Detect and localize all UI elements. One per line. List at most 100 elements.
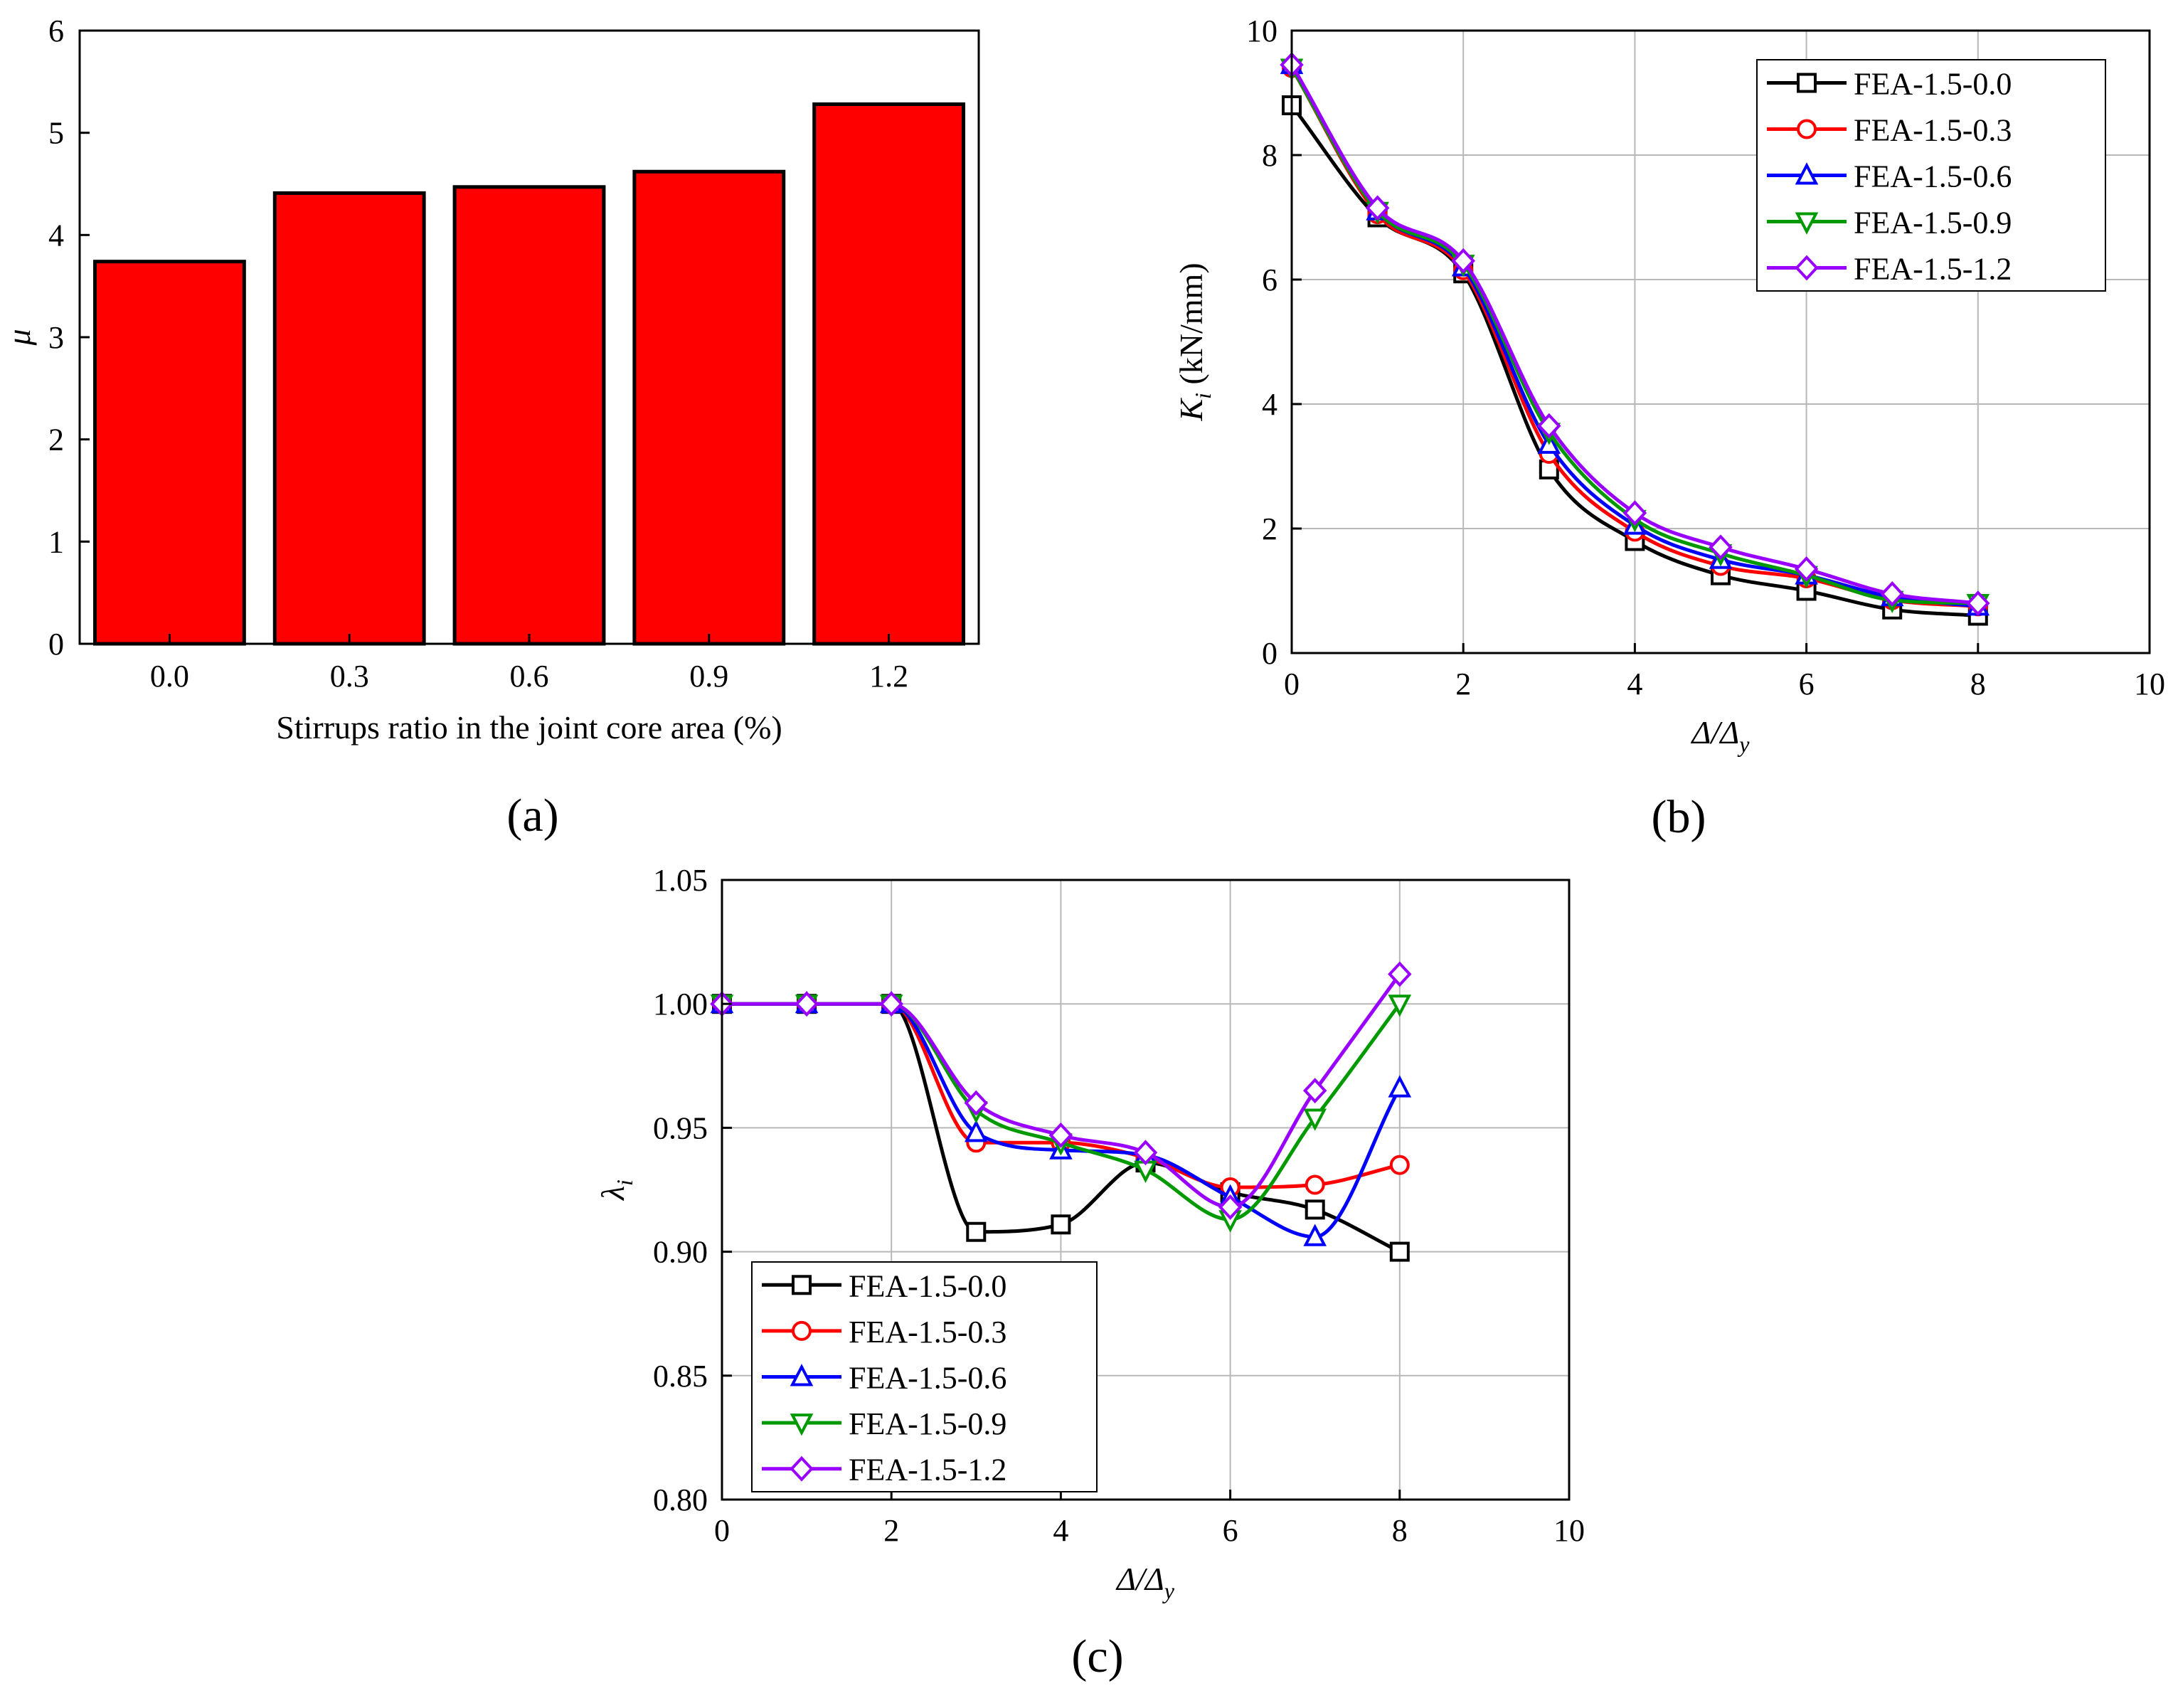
x-tick-label: 4 <box>1627 667 1642 701</box>
data-point <box>1365 195 1390 221</box>
y-tick-label: 4 <box>1262 387 1277 422</box>
x-tick-label: 0.9 <box>689 659 728 694</box>
legend-label: FEA-1.5-0.3 <box>849 1315 1006 1349</box>
legend-marker <box>1795 255 1819 281</box>
data-point <box>1622 500 1647 526</box>
legend-label: FEA-1.5-0.6 <box>1854 159 2012 194</box>
y-label-part: λ <box>595 1186 631 1202</box>
data-point <box>966 1221 987 1242</box>
legend-marker <box>792 1320 812 1341</box>
panel-label-c: (c) <box>1071 1630 1123 1682</box>
x-tick-label: 1.2 <box>869 659 908 694</box>
y-tick-label: 3 <box>48 320 64 355</box>
bar-0.0 <box>92 260 246 646</box>
y-tick-label: 1.00 <box>653 987 708 1022</box>
y-tick-label: 0.85 <box>653 1359 708 1394</box>
data-point <box>1305 1199 1325 1220</box>
plot-frame <box>721 879 1571 1501</box>
y-axis-label: Ki (kN/mm) <box>1173 262 1216 421</box>
x-label-part: /Δ <box>1709 714 1740 750</box>
legend-marker <box>1797 119 1817 139</box>
legend-marker <box>790 1413 814 1436</box>
legend-marker <box>792 1275 812 1295</box>
y-tick-label: 4 <box>48 218 64 253</box>
x-tick-label: 0 <box>714 1513 730 1548</box>
x-axis-label: Δ/Δy <box>1115 1561 1175 1603</box>
data-point <box>1709 534 1733 561</box>
data-point <box>1303 1224 1327 1246</box>
series-line <box>1290 63 1979 605</box>
y-tick-label: 0.80 <box>653 1482 708 1517</box>
legend-marker <box>1795 212 1819 235</box>
x-label-part: Δ <box>1691 714 1711 750</box>
x-tick-label: 0 <box>1284 667 1300 701</box>
data-point <box>1048 1122 1073 1148</box>
y-tick-label: 1 <box>48 524 64 559</box>
legend-marker <box>790 1364 814 1386</box>
data-point <box>1303 1108 1327 1131</box>
y-label-subscript: i <box>1190 393 1216 399</box>
plot-frame <box>1290 29 2151 654</box>
data-point <box>1537 413 1561 439</box>
legend: FEA-1.5-0.0 FEA-1.5-0.3 FEA-1.5-0.6 FEA-1.5… <box>1756 59 2106 292</box>
x-tick-label: 8 <box>1392 1513 1408 1548</box>
legend: FEA-1.5-0.0 FEA-1.5-0.3 FEA-1.5-0.6 FEA-1.5… <box>751 1261 1098 1492</box>
y-label-unit: (kN/mm) <box>1173 262 1209 393</box>
data-point <box>1305 1174 1325 1195</box>
legend-marker <box>790 1455 814 1482</box>
y-tick-label: 8 <box>1262 138 1277 173</box>
y-label-subscript: i <box>612 1179 637 1186</box>
legend-label: FEA-1.5-1.2 <box>1854 252 2012 287</box>
y-axis-label: λi <box>595 1179 637 1202</box>
data-point <box>795 991 819 1017</box>
x-tick-label: 2 <box>883 1513 899 1548</box>
legend-label: FEA-1.5-0.9 <box>849 1406 1006 1441</box>
legend-marker <box>1795 162 1819 185</box>
x-label-subscript: y <box>1162 1578 1175 1603</box>
y-tick-label: 1.05 <box>653 863 708 898</box>
data-point <box>1388 1075 1412 1098</box>
x-tick-label: 2 <box>1455 667 1471 701</box>
x-tick-label: 10 <box>2134 667 2165 701</box>
line-chart-c: 0 2 4 6 8 10 0.80 0.85 0.90 0.95 1.00 1.05 Δ/Δy λi FEA… <box>595 863 1585 1682</box>
x-axis-label: Δ/Δy <box>1691 714 1751 757</box>
y-tick-label: 0 <box>48 627 64 662</box>
y-tick-label: 2 <box>1262 511 1277 546</box>
x-tick-label: 6 <box>1799 667 1815 701</box>
data-point <box>1388 961 1412 987</box>
y-tick-label: 0.90 <box>653 1235 708 1270</box>
legend-label: FEA-1.5-0.0 <box>1854 67 2012 102</box>
data-point <box>1302 1078 1327 1104</box>
y-tick-label: 0 <box>1262 636 1277 671</box>
x-label-part: /Δ <box>1134 1561 1164 1597</box>
data-point <box>1388 994 1412 1017</box>
data-point <box>964 1090 989 1116</box>
x-tick-label: 0.3 <box>330 659 369 694</box>
legend-marker <box>1797 73 1817 93</box>
data-point <box>1051 1214 1071 1235</box>
series-line <box>1290 67 1978 605</box>
data-point <box>1218 1194 1243 1220</box>
data-point <box>1966 590 1990 616</box>
series-FEA-1.5-1.2 <box>1280 52 1990 616</box>
y-tick-label: 10 <box>1246 14 1277 48</box>
x-label-part: Δ <box>1115 1561 1136 1597</box>
data-point <box>879 991 903 1017</box>
y-tick-label: 2 <box>48 423 64 457</box>
legend-label: FEA-1.5-0.0 <box>849 1268 1006 1303</box>
data-point <box>1133 1140 1158 1166</box>
legend-label: FEA-1.5-0.3 <box>1854 113 2012 148</box>
data-point <box>1389 1155 1410 1175</box>
x-tick-label: 10 <box>1553 1513 1585 1548</box>
y-tick-label: 0.95 <box>653 1110 708 1145</box>
y-axis-label: μ <box>1 329 37 346</box>
y-tick-label: 6 <box>1262 262 1277 297</box>
x-label-subscript: y <box>1737 731 1750 757</box>
y-label-part: K <box>1173 398 1209 422</box>
legend-label: FEA-1.5-0.9 <box>1854 206 2012 240</box>
series-line <box>722 972 1401 1209</box>
x-axis-label: Stirrups ratio in the joint core area (%… <box>276 709 782 746</box>
bar-0.6 <box>452 185 606 646</box>
